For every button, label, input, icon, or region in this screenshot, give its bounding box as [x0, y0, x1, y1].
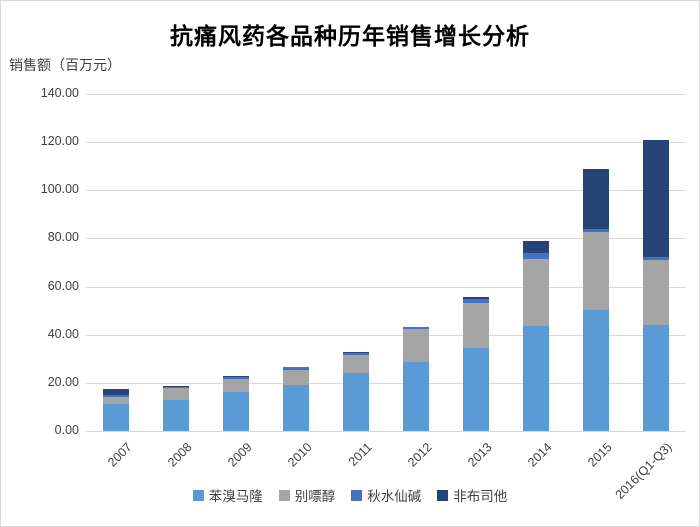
y-tick-label: 20.00 — [47, 374, 79, 389]
bar-segment — [283, 367, 309, 371]
bar-segment — [223, 392, 249, 431]
x-tick-label: 2013 — [465, 440, 495, 470]
y-tick-label: 60.00 — [47, 278, 79, 293]
y-axis-title: 销售额（百万元） — [9, 57, 121, 73]
bar-segment — [643, 259, 669, 325]
bar-segment — [463, 303, 489, 349]
legend-marker-icon — [192, 489, 204, 501]
bar-segment — [583, 229, 609, 233]
bar-segment — [283, 370, 309, 385]
bar-segment — [163, 385, 189, 387]
y-tick-label: 80.00 — [47, 230, 79, 245]
x-tick-label: 2008 — [165, 440, 195, 470]
bar-segment — [403, 326, 429, 330]
x-tick-label: 2015 — [585, 440, 615, 470]
bar-segment — [463, 348, 489, 431]
legend-item: 非布司他 — [437, 485, 507, 505]
bar-segment — [523, 258, 549, 327]
bar-segment — [403, 329, 429, 362]
legend-label: 非布司他 — [453, 489, 508, 504]
bar-segment — [643, 256, 669, 260]
x-tick-label: 2014 — [525, 440, 555, 470]
gridline — [86, 431, 686, 432]
x-tick-label: 2012 — [405, 440, 435, 470]
gridline — [86, 286, 686, 288]
bar-segment — [463, 298, 489, 304]
bar-segment — [103, 397, 129, 404]
legend-marker-icon — [437, 489, 449, 501]
y-tick-label: 120.00 — [40, 134, 79, 149]
x-tick-label: 2007 — [105, 440, 135, 470]
bar-segment — [223, 378, 249, 393]
bar-segment — [523, 241, 549, 253]
gridline — [86, 238, 686, 240]
y-tick-label: 140.00 — [40, 86, 79, 100]
chart-title: 抗痛风药各品种历年销售增长分析 — [170, 23, 530, 49]
legend-item: 苯溴马隆 — [192, 485, 263, 505]
gridline — [86, 382, 686, 384]
bar-segment — [583, 232, 609, 311]
bar-segment — [523, 252, 549, 259]
bar-segment — [583, 169, 609, 230]
gridline — [86, 334, 686, 336]
legend-item: 秋水仙碱 — [351, 485, 421, 505]
gridline — [86, 142, 686, 144]
gridline — [86, 94, 686, 95]
bar-segment — [223, 376, 249, 379]
legend-label: 秋水仙碱 — [367, 489, 422, 504]
bar-segment — [163, 399, 189, 431]
x-tick-label: 2010 — [285, 440, 315, 470]
bar-segment — [223, 375, 249, 377]
bar-segment — [583, 310, 609, 431]
x-tick-label: 2011 — [345, 440, 375, 469]
bar-segment — [343, 373, 369, 431]
bar-segment — [283, 384, 309, 431]
bar-segment — [343, 354, 369, 374]
bar-segment — [643, 140, 669, 257]
y-tick-label: 100.00 — [40, 182, 79, 197]
legend-item: 别嘌醇 — [278, 485, 336, 505]
bar-segment — [523, 326, 549, 431]
legend-marker-icon — [351, 489, 363, 501]
bar-segment — [343, 352, 369, 355]
bar-segment — [463, 296, 489, 299]
y-tick-label: 40.00 — [47, 326, 79, 341]
y-tick-label: 0.00 — [54, 423, 79, 437]
bar-segment — [103, 389, 129, 396]
bar-segment — [643, 324, 669, 431]
bar-segment — [103, 395, 129, 398]
bar-segment — [163, 386, 189, 388]
bar-segment — [343, 351, 369, 353]
bar-segment — [163, 387, 189, 400]
legend: 苯溴马隆 别嘌醇 秋水仙碱 非布司他 — [1, 485, 699, 505]
gridline — [86, 190, 686, 192]
bar-segment — [403, 361, 429, 431]
legend-label: 苯溴马隆 — [208, 489, 263, 504]
bar-segment — [103, 403, 129, 431]
legend-label: 别嘌醇 — [294, 489, 336, 504]
legend-marker-icon — [278, 489, 290, 501]
x-tick-label: 2009 — [225, 440, 255, 470]
